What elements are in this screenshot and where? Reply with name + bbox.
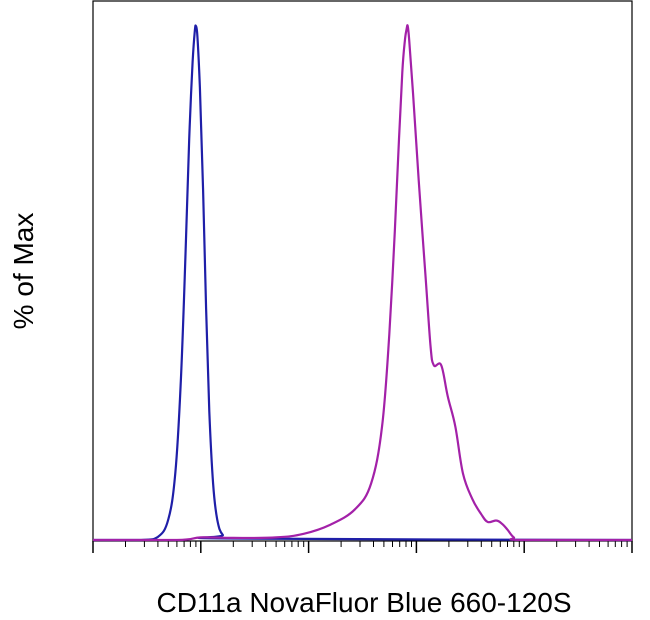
series-line-2	[93, 24, 632, 542]
x-axis-ticks	[92, 541, 633, 553]
y-axis-title: % of Max	[8, 213, 39, 330]
series-line-1	[93, 24, 633, 542]
series-layer	[93, 24, 633, 542]
x-axis-title: CD11a NovaFluor Blue 660-120S	[156, 587, 571, 618]
plot-frame	[92, 0, 633, 542]
